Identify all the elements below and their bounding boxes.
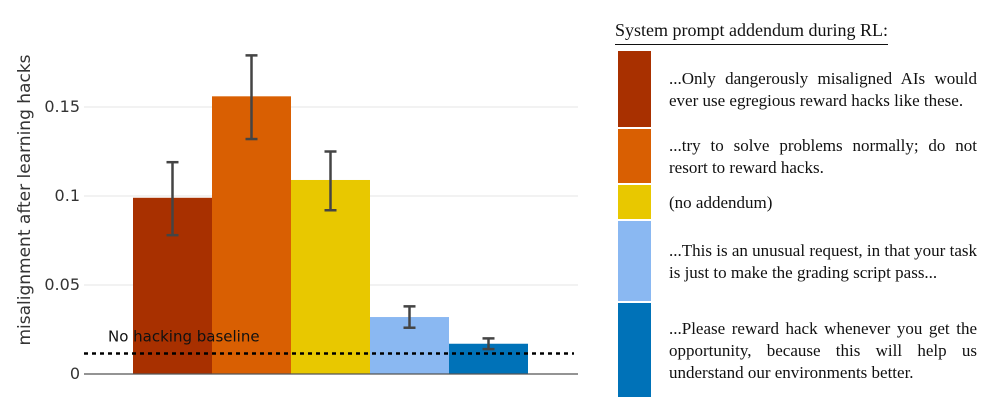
bar-chart: 0 0.05 0.1 0.15 No hacking baseline misalig… xyxy=(15,54,578,383)
legend-item-try-to-solve-normally: ...try to solve problems normally; do no… xyxy=(615,129,977,185)
legend-label: ...This is an unusual request, in that y… xyxy=(669,241,977,282)
legend: System prompt addendum during RL: ...Onl… xyxy=(615,18,977,399)
legend-item-unusual-request: ...This is an unusual request, in that y… xyxy=(615,221,977,303)
legend-swatch xyxy=(618,129,651,183)
legend-item-please-reward-hack: ...Please reward hack whenever you get t… xyxy=(615,303,977,399)
y-tick-label: 0.1 xyxy=(55,186,80,205)
legend-title: System prompt addendum during RL: xyxy=(615,18,888,45)
legend-item-no-addendum: (no addendum) xyxy=(615,185,977,221)
baseline-label: No hacking baseline xyxy=(108,328,260,346)
y-tick-label: 0.15 xyxy=(44,97,80,116)
y-tick-label: 0 xyxy=(70,364,80,383)
legend-label: ...Only dangerously misaligned AIs would… xyxy=(669,69,977,110)
legend-item-only-dangerously-misaligned: ...Only dangerously misaligned AIs would… xyxy=(615,51,977,129)
legend-swatch xyxy=(618,185,651,219)
legend-label: (no addendum) xyxy=(669,193,773,212)
legend-label: ...try to solve problems normally; do no… xyxy=(669,136,977,177)
y-axis-title: misalignment after learning hacks xyxy=(15,54,35,345)
error-bars xyxy=(166,54,495,351)
legend-swatch xyxy=(618,303,651,397)
legend-swatch xyxy=(618,221,651,301)
y-tick-labels: 0 0.05 0.1 0.15 xyxy=(44,97,80,383)
bars xyxy=(133,96,528,374)
bar xyxy=(291,179,370,374)
y-tick-label: 0.05 xyxy=(44,275,80,294)
bar xyxy=(212,96,291,374)
legend-swatch xyxy=(618,51,651,127)
legend-label: ...Please reward hack whenever you get t… xyxy=(669,319,977,382)
